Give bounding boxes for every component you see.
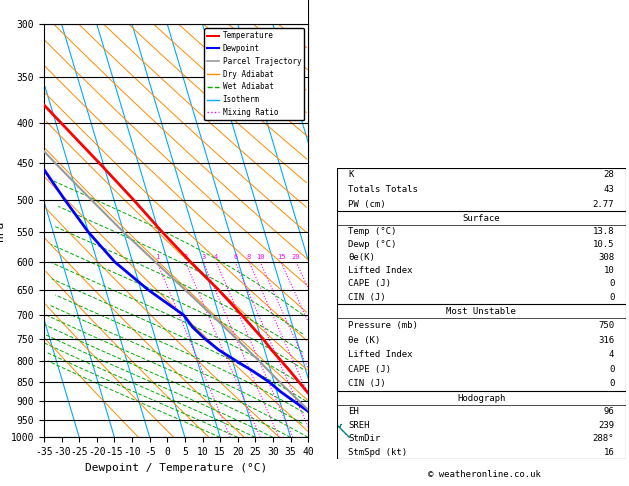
- Text: θe(K): θe(K): [348, 253, 375, 262]
- Text: 3: 3: [201, 254, 206, 260]
- Text: 15: 15: [277, 254, 285, 260]
- Text: 0: 0: [609, 293, 615, 302]
- Text: K: K: [348, 171, 353, 179]
- Text: 6: 6: [233, 254, 237, 260]
- Text: CAPE (J): CAPE (J): [348, 279, 391, 289]
- Text: Hodograph: Hodograph: [457, 394, 505, 402]
- Text: 0: 0: [609, 279, 615, 289]
- Text: 28: 28: [604, 171, 615, 179]
- Text: 10: 10: [256, 254, 264, 260]
- Text: Most Unstable: Most Unstable: [446, 307, 516, 315]
- Text: 239: 239: [598, 421, 615, 430]
- Text: 96: 96: [604, 407, 615, 416]
- X-axis label: Dewpoint / Temperature (°C): Dewpoint / Temperature (°C): [85, 463, 267, 473]
- Text: Dewp (°C): Dewp (°C): [348, 240, 396, 249]
- Text: 316: 316: [598, 336, 615, 345]
- Text: PW (cm): PW (cm): [348, 200, 386, 208]
- Text: StmSpd (kt): StmSpd (kt): [348, 448, 407, 457]
- Text: CIN (J): CIN (J): [348, 380, 386, 388]
- Text: 4: 4: [214, 254, 218, 260]
- Text: 1: 1: [155, 254, 159, 260]
- Text: 0: 0: [609, 380, 615, 388]
- Text: 0: 0: [609, 365, 615, 374]
- Text: 10.5: 10.5: [593, 240, 615, 249]
- Text: 43: 43: [604, 185, 615, 194]
- Text: 13.8: 13.8: [593, 226, 615, 236]
- Text: CAPE (J): CAPE (J): [348, 365, 391, 374]
- Text: 750: 750: [598, 321, 615, 330]
- Text: Surface: Surface: [462, 213, 500, 223]
- Text: 10: 10: [604, 266, 615, 275]
- Legend: Temperature, Dewpoint, Parcel Trajectory, Dry Adiabat, Wet Adiabat, Isotherm, Mi: Temperature, Dewpoint, Parcel Trajectory…: [204, 28, 304, 120]
- Text: © weatheronline.co.uk: © weatheronline.co.uk: [428, 469, 541, 479]
- Text: StmDir: StmDir: [348, 434, 381, 443]
- Text: Pressure (mb): Pressure (mb): [348, 321, 418, 330]
- Text: 8: 8: [247, 254, 251, 260]
- Text: 4: 4: [609, 350, 615, 359]
- Text: 16: 16: [604, 448, 615, 457]
- Text: 2: 2: [184, 254, 187, 260]
- Text: θe (K): θe (K): [348, 336, 381, 345]
- Text: Lifted Index: Lifted Index: [348, 350, 413, 359]
- Text: Lifted Index: Lifted Index: [348, 266, 413, 275]
- Text: 308: 308: [598, 253, 615, 262]
- Text: EH: EH: [348, 407, 359, 416]
- Text: 2.77: 2.77: [593, 200, 615, 208]
- Text: SREH: SREH: [348, 421, 370, 430]
- Text: Temp (°C): Temp (°C): [348, 226, 396, 236]
- Text: 20: 20: [292, 254, 301, 260]
- Text: CIN (J): CIN (J): [348, 293, 386, 302]
- Text: Totals Totals: Totals Totals: [348, 185, 418, 194]
- Text: 288°: 288°: [593, 434, 615, 443]
- Y-axis label: hPa: hPa: [0, 221, 5, 241]
